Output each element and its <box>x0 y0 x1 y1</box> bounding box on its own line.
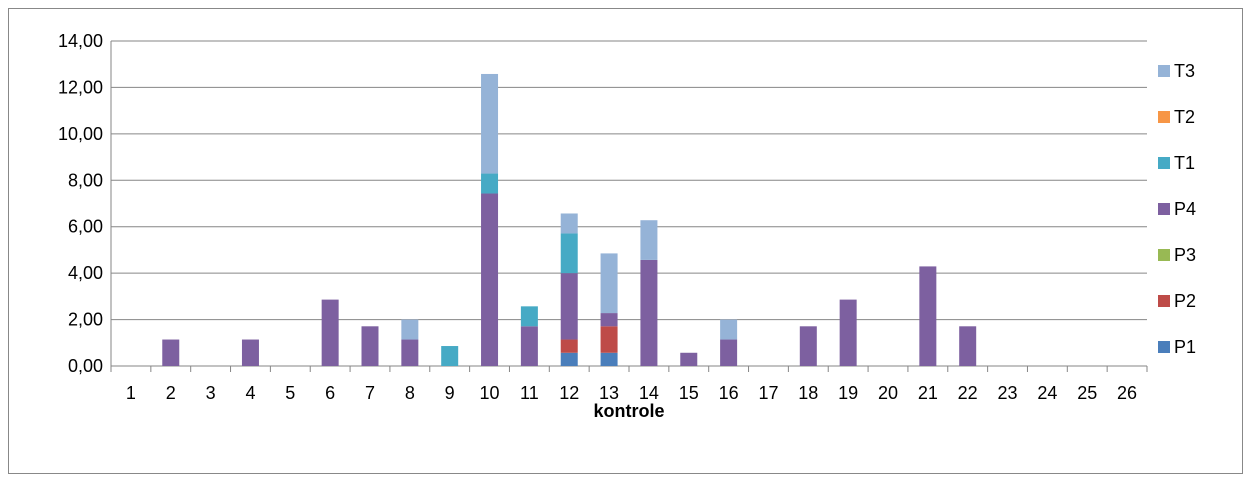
legend-label-p3: P3 <box>1174 245 1196 265</box>
x-tick-label: 17 <box>758 383 778 403</box>
x-tick-label: 16 <box>719 383 739 403</box>
x-tick-label: 21 <box>918 383 938 403</box>
legend-swatch-p1 <box>1158 341 1170 353</box>
bar-segment-p1 <box>560 352 578 366</box>
x-tick-label: 18 <box>798 383 818 403</box>
bar-segment-p4 <box>361 326 379 366</box>
legend-swatch-p3 <box>1158 249 1170 261</box>
legend-label-p4: P4 <box>1174 199 1196 219</box>
bar-segment-p4 <box>560 273 578 340</box>
bar-segment-p4 <box>321 299 339 366</box>
bar-segment-t1 <box>560 233 578 274</box>
x-axis-title: kontrole <box>593 401 664 421</box>
bar-segment-p4 <box>799 326 817 366</box>
x-tick-label: 12 <box>559 383 579 403</box>
x-tick-label: 20 <box>878 383 898 403</box>
bar-segment-p4 <box>919 266 937 366</box>
bar-segment-t1 <box>520 306 538 327</box>
bar-segment-p4 <box>720 339 738 366</box>
bar-segment-p2 <box>600 326 618 353</box>
legend-label-p1: P1 <box>1174 337 1196 357</box>
x-tick-label: 7 <box>365 383 375 403</box>
bar-segment-t3 <box>600 253 618 314</box>
y-tick-label: 2,00 <box>68 310 103 330</box>
y-tick-label: 10,00 <box>58 124 103 144</box>
x-tick-label: 4 <box>245 383 255 403</box>
legend-label-t1: T1 <box>1174 153 1195 173</box>
y-tick-label: 14,00 <box>58 31 103 51</box>
bar-segment-p4 <box>640 259 658 366</box>
x-tick-label: 15 <box>679 383 699 403</box>
y-tick-label: 8,00 <box>68 170 103 190</box>
x-tick-label: 10 <box>480 383 500 403</box>
bar-segment-t3 <box>560 213 578 234</box>
bar-segment-t3 <box>720 319 738 340</box>
legend-label-p2: P2 <box>1174 291 1196 311</box>
x-tick-label: 5 <box>285 383 295 403</box>
y-tick-label: 12,00 <box>58 77 103 97</box>
x-tick-label: 6 <box>325 383 335 403</box>
legend-swatch-p4 <box>1158 203 1170 215</box>
x-tick-label: 24 <box>1037 383 1057 403</box>
x-tick-label: 2 <box>166 383 176 403</box>
y-tick-label: 0,00 <box>68 356 103 376</box>
legend-swatch-t3 <box>1158 65 1170 77</box>
legend-swatch-t1 <box>1158 157 1170 169</box>
bar-segment-p4 <box>680 352 698 366</box>
bar-segment-p4 <box>401 339 419 366</box>
x-tick-label: 19 <box>838 383 858 403</box>
bar-segment-t3 <box>481 73 499 174</box>
x-tick-label: 25 <box>1077 383 1097 403</box>
x-tick-label: 23 <box>998 383 1018 403</box>
legend-label-t2: T2 <box>1174 107 1195 127</box>
bar-segment-p4 <box>839 299 857 366</box>
legend-swatch-t2 <box>1158 111 1170 123</box>
bar-segment-p4 <box>241 339 259 366</box>
bar-segment-t3 <box>401 319 419 340</box>
bar-segment-p4 <box>600 313 618 327</box>
x-tick-label: 3 <box>206 383 216 403</box>
bar-segment-t3 <box>640 220 658 260</box>
y-tick-label: 6,00 <box>68 217 103 237</box>
x-tick-label: 11 <box>520 383 539 403</box>
x-tick-label: 13 <box>599 383 619 403</box>
legend-swatch-p2 <box>1158 295 1170 307</box>
y-tick-label: 4,00 <box>68 263 103 283</box>
x-tick-label: 1 <box>126 383 136 403</box>
bar-segment-p2 <box>560 339 578 353</box>
x-tick-label: 14 <box>639 383 659 403</box>
bar-segment-t1 <box>441 346 459 366</box>
chart-area <box>8 8 1243 474</box>
bar-segment-p4 <box>162 339 180 366</box>
x-tick-label: 22 <box>958 383 978 403</box>
x-tick-label: 26 <box>1117 383 1137 403</box>
bar-segment-t1 <box>481 173 499 194</box>
bar-segment-p4 <box>959 326 977 366</box>
bar-segment-p4 <box>481 193 499 366</box>
legend-label-t3: T3 <box>1174 61 1195 81</box>
bar-segment-p1 <box>600 352 618 366</box>
x-tick-label: 8 <box>405 383 415 403</box>
bar-segment-p4 <box>520 326 538 366</box>
x-tick-label: 9 <box>445 383 455 403</box>
